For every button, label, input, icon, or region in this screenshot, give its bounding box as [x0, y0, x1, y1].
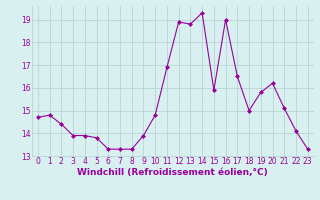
X-axis label: Windchill (Refroidissement éolien,°C): Windchill (Refroidissement éolien,°C) [77, 168, 268, 177]
